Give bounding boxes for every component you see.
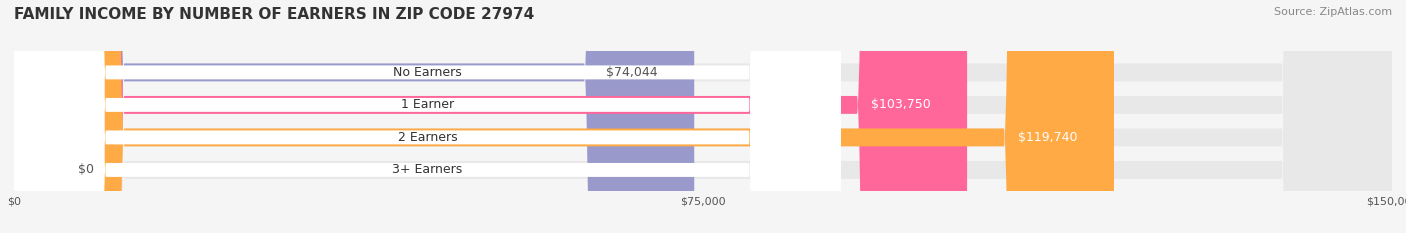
- FancyBboxPatch shape: [14, 0, 695, 233]
- FancyBboxPatch shape: [14, 0, 967, 233]
- FancyBboxPatch shape: [14, 0, 1392, 233]
- Text: $119,740: $119,740: [1018, 131, 1077, 144]
- Text: Source: ZipAtlas.com: Source: ZipAtlas.com: [1274, 7, 1392, 17]
- FancyBboxPatch shape: [14, 0, 841, 233]
- FancyBboxPatch shape: [14, 0, 841, 233]
- FancyBboxPatch shape: [14, 0, 841, 233]
- Text: $0: $0: [79, 163, 94, 176]
- FancyBboxPatch shape: [14, 0, 1392, 233]
- Text: $74,044: $74,044: [606, 66, 658, 79]
- Text: FAMILY INCOME BY NUMBER OF EARNERS IN ZIP CODE 27974: FAMILY INCOME BY NUMBER OF EARNERS IN ZI…: [14, 7, 534, 22]
- Text: $103,750: $103,750: [870, 98, 931, 111]
- FancyBboxPatch shape: [14, 0, 1114, 233]
- Text: 1 Earner: 1 Earner: [401, 98, 454, 111]
- FancyBboxPatch shape: [14, 0, 1392, 233]
- FancyBboxPatch shape: [14, 0, 841, 233]
- FancyBboxPatch shape: [14, 0, 1392, 233]
- Text: 2 Earners: 2 Earners: [398, 131, 457, 144]
- Text: 3+ Earners: 3+ Earners: [392, 163, 463, 176]
- Text: No Earners: No Earners: [394, 66, 461, 79]
